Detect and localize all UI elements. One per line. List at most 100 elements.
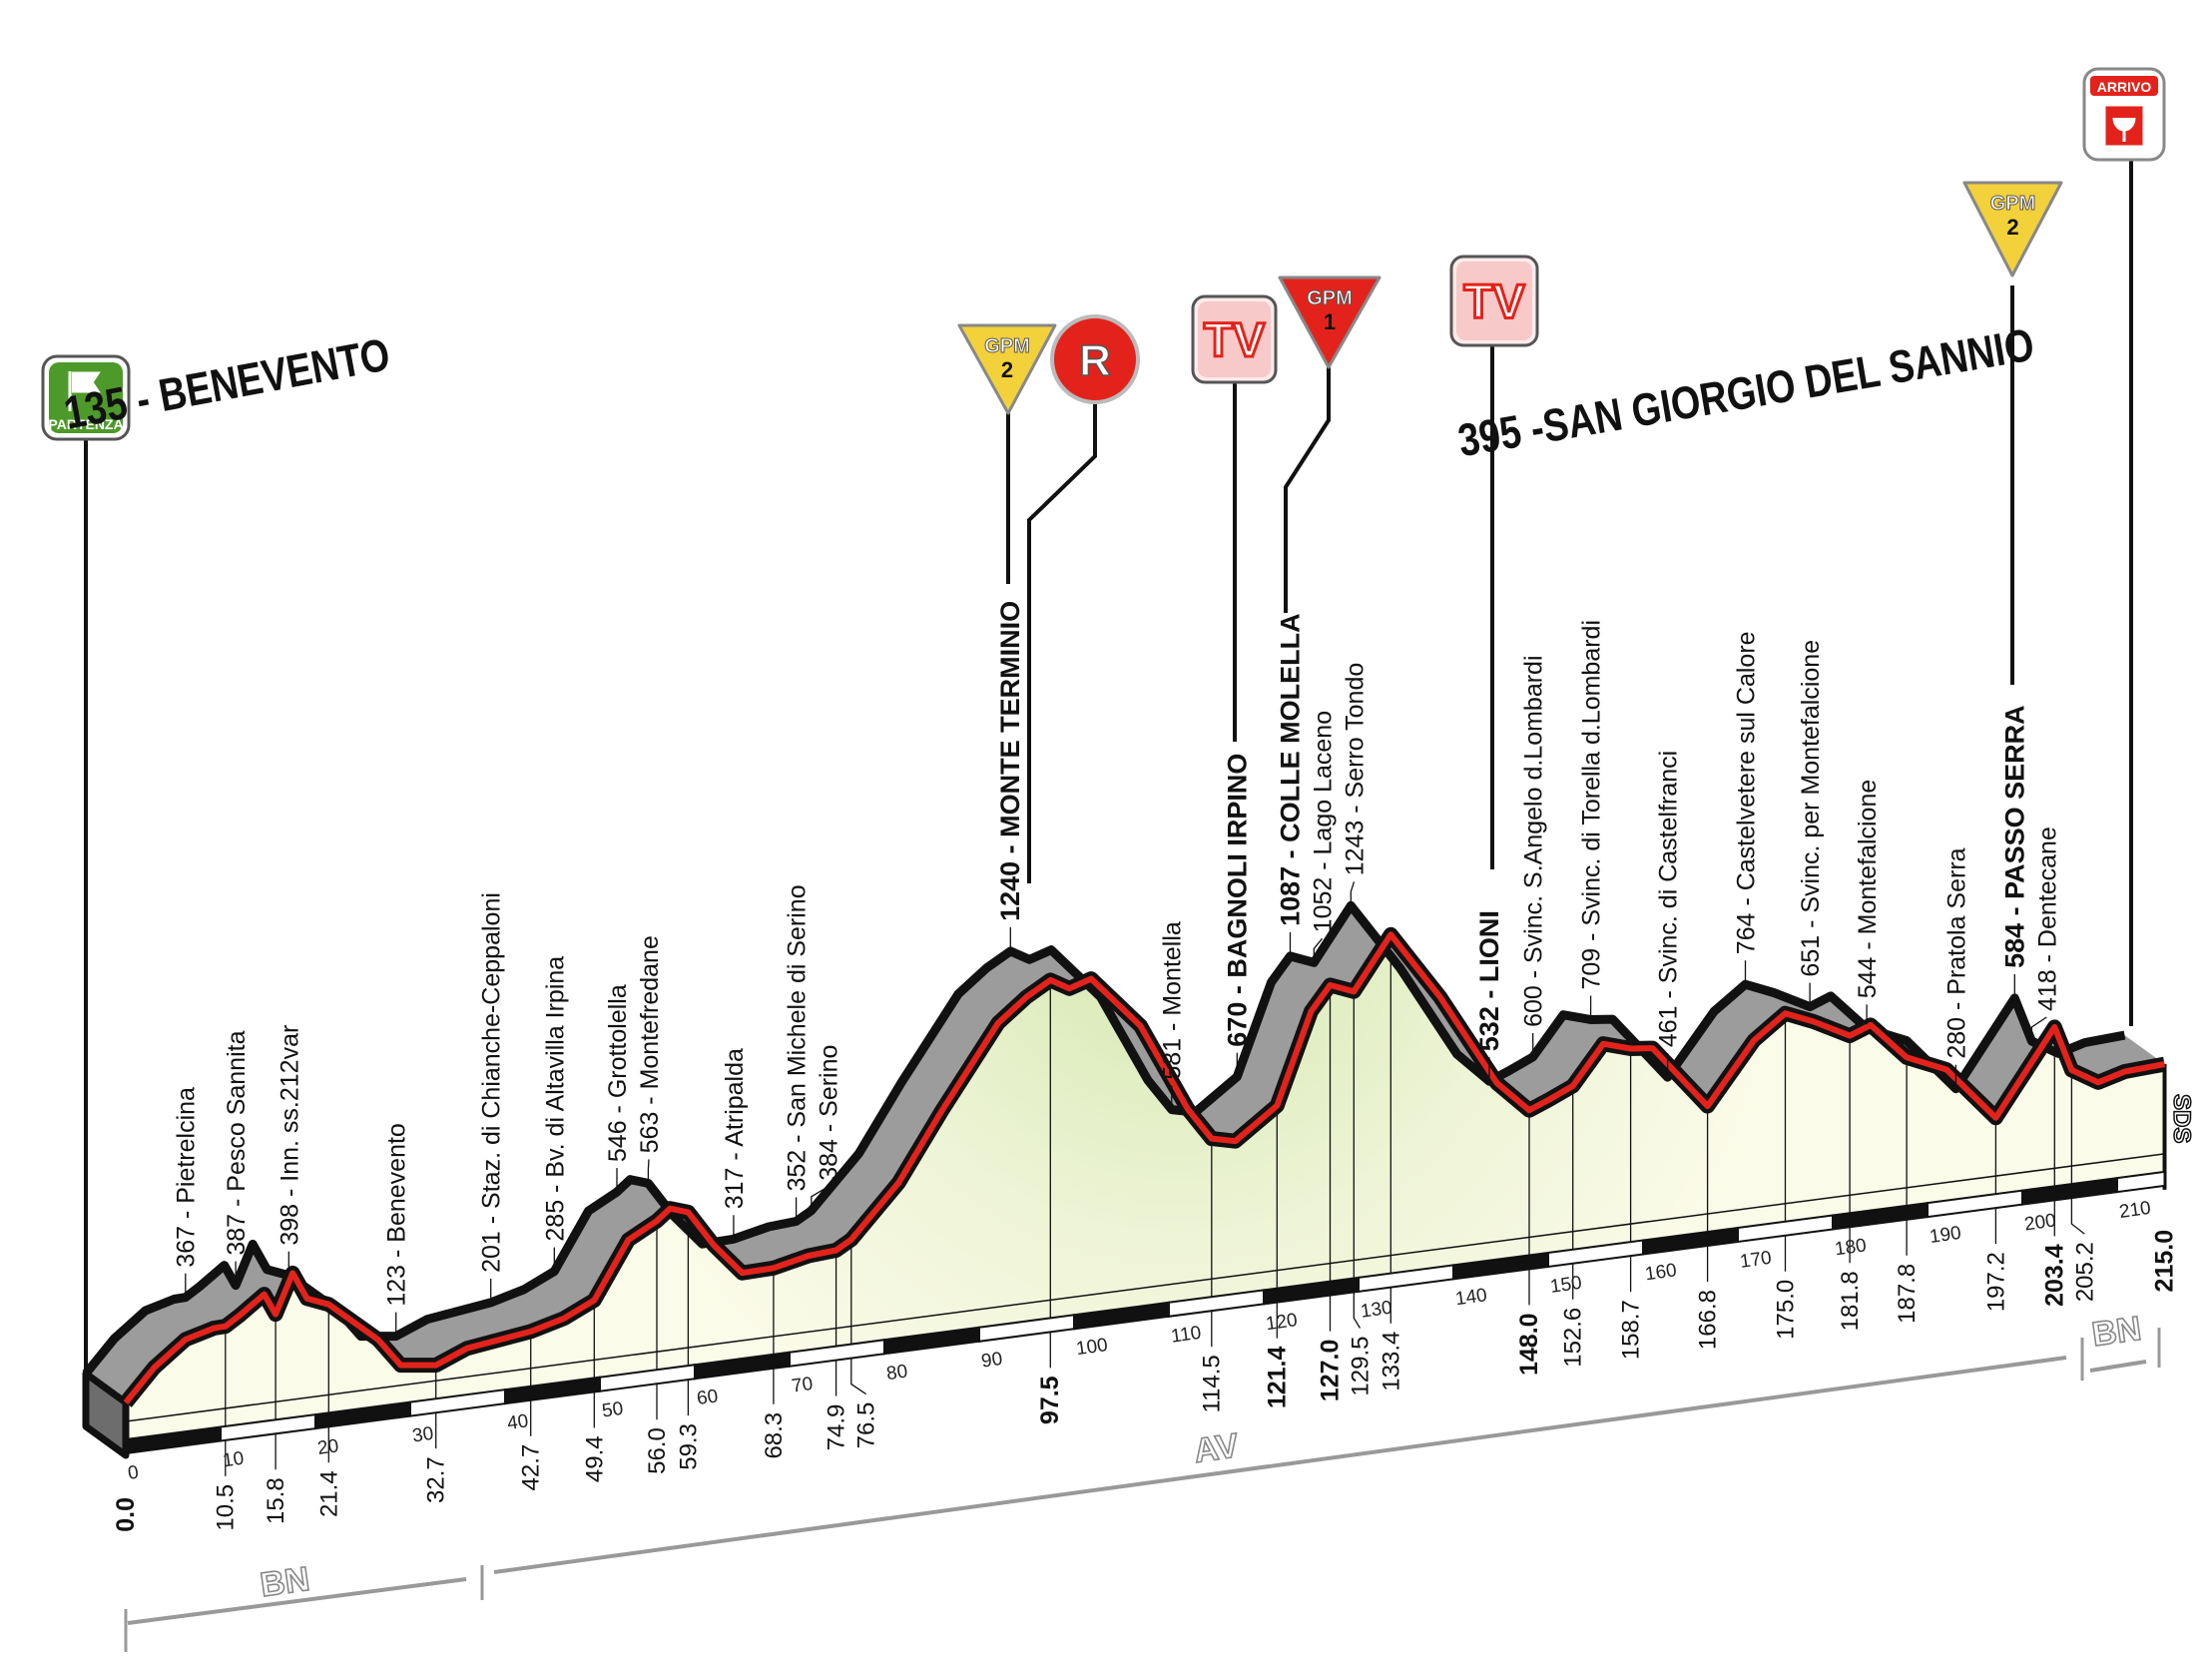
marker-leader-line (1027, 402, 1097, 883)
x-tick-label: 60 (696, 1386, 720, 1409)
km-label: 166.8 (1695, 1290, 1722, 1350)
x-tick-label: 140 (1454, 1285, 1488, 1310)
waypoint-label: 317 - Atripalda (721, 1048, 749, 1209)
waypoint-label: 764 - Castelvetere sul Calore (1733, 631, 1761, 954)
x-tick-label: 190 (1929, 1223, 1962, 1248)
x-tick-label: 180 (1834, 1235, 1868, 1260)
start-badge (41, 354, 131, 441)
km-marker-line (2070, 1070, 2085, 1235)
tv-marker-lioni: TV (1449, 255, 1539, 347)
km-label: 49.4 (581, 1435, 608, 1482)
start-badge-label: PARTENZA (48, 416, 123, 432)
km-marker-line (1353, 991, 1362, 1329)
x-tick-label: 120 (1265, 1310, 1299, 1335)
km-label: 15.8 (263, 1477, 289, 1524)
x-tick-label: 20 (316, 1435, 340, 1459)
km-label: 32.7 (423, 1456, 450, 1503)
km-label: 97.5 (1036, 1376, 1064, 1424)
gpm-label: GPM (984, 335, 1030, 357)
tv-marker-bagnoli: TV (1191, 294, 1278, 384)
waypoint-label: 1240 - MONTE TERMINIO (995, 601, 1025, 921)
terrain-side-wall (82, 1370, 130, 1459)
waypoint-label: 418 - Dentecane (2033, 827, 2061, 1011)
waypoint-label: 280 - Pratola Serra (1942, 847, 1970, 1058)
km-label: 10.5 (213, 1484, 240, 1531)
km-label: 181.8 (1837, 1271, 1864, 1331)
finish-badge-label: ARRIVO (2097, 79, 2152, 95)
gpm-label: GPM (1307, 287, 1353, 309)
checkered-flag-icon (68, 371, 101, 411)
x-tick-label: 130 (1360, 1298, 1393, 1323)
province-label: AV (1192, 1426, 1242, 1470)
x-tick-label: 90 (980, 1349, 1004, 1373)
waypoint-label: 201 - Staz. di Chianche-Ceppaloni (478, 892, 506, 1273)
finish-badge (2082, 67, 2166, 162)
x-tick-label: 160 (1644, 1260, 1678, 1285)
km-label: 121.4 (1263, 1347, 1291, 1409)
tv-box-inner (1456, 262, 1532, 340)
waypoint-leader-line (647, 1159, 650, 1180)
km-label: 203.4 (2040, 1244, 2068, 1307)
road-line (123, 931, 2166, 1404)
waypoint-label: 387 - Pesco Sannita (223, 1030, 251, 1255)
sds-label: SDS (2168, 1094, 2195, 1143)
waypoint-label: 532 - LIONI (1474, 910, 1504, 1051)
tv-label: TV (1463, 277, 1524, 329)
waypoint-label: 384 - Serino (816, 1045, 843, 1181)
province-range-line (493, 1356, 2067, 1574)
km-label: 215.0 (2151, 1230, 2179, 1293)
km-label: 197.2 (1982, 1252, 2009, 1312)
waypoint-label: 1052 - Lago Laceno (1310, 711, 1338, 932)
km-marker-line (850, 1239, 866, 1395)
sprint-label: R (1079, 336, 1111, 385)
waypoint-label: 1243 - Serro Tondo (1342, 663, 1370, 876)
waypoint-label: 600 - Svinc. S.Angelo d.Lombardi (1520, 655, 1548, 1026)
km-label: 187.8 (1894, 1264, 1921, 1324)
km-label: 152.6 (1560, 1308, 1587, 1368)
km-label: 42.7 (518, 1444, 545, 1491)
x-tick-label: 170 (1739, 1248, 1773, 1273)
x-tick-label: 150 (1549, 1273, 1583, 1298)
finish-badge-header (2090, 76, 2158, 96)
waypoint-label: 285 - Bv. di Altavilla Irpina (541, 956, 569, 1242)
gpm-category: 2 (2006, 215, 2018, 240)
intermediate-sprint-marker: R (1050, 314, 1140, 404)
gpm-triangle-icon (957, 323, 1057, 415)
x-tick-label: 210 (2118, 1198, 2152, 1223)
km-label: 148.0 (1515, 1313, 1543, 1376)
gpm-category: 2 (1001, 357, 1013, 382)
waypoint-label: 581 - Montella (1159, 921, 1187, 1080)
km-label: 158.7 (1618, 1300, 1645, 1360)
finish-arch-icon (2102, 103, 2146, 149)
waypoint-label: 123 - Benevento (383, 1123, 411, 1306)
waypoint-label: 352 - San Michele di Serino (784, 884, 812, 1191)
waypoint-leader-line (1313, 937, 1324, 959)
km-label: 74.9 (824, 1404, 850, 1451)
km-label: 127.0 (1317, 1340, 1345, 1402)
province-range-line (2089, 1360, 2147, 1373)
finish-title: 395 -SAN GIORGIO DEL SANNIO (1454, 318, 2037, 466)
waypoint-label: 709 - Svinc. di Torella d.Lombardi (1578, 620, 1606, 990)
tv-box-inner (1198, 301, 1271, 377)
x-tick-label: 70 (791, 1374, 815, 1397)
km-label: 56.0 (644, 1427, 671, 1474)
x-tick-label: 110 (1170, 1323, 1203, 1348)
km-label: 175.0 (1773, 1280, 1800, 1340)
distance-scale-segment (2116, 1170, 2166, 1194)
waypoint-label: 544 - Montefalcione (1854, 780, 1882, 999)
province-label: BN (259, 1560, 312, 1604)
gpm-triangle-icon (1278, 276, 1382, 369)
km-label: 76.5 (853, 1402, 880, 1449)
sprint-circle-icon (1050, 314, 1140, 404)
marker-leader-line (1284, 367, 1331, 613)
waypoint-label: 584 - PASSO SERRA (1999, 705, 2029, 968)
waypoint-label: 461 - Svinc. di Castelfranci (1655, 751, 1683, 1047)
province-range-line (127, 1577, 467, 1625)
gpm-label: GPM (1990, 193, 2036, 215)
province-label: BN (2090, 1310, 2144, 1354)
waypoint-leader-line (811, 1186, 829, 1207)
